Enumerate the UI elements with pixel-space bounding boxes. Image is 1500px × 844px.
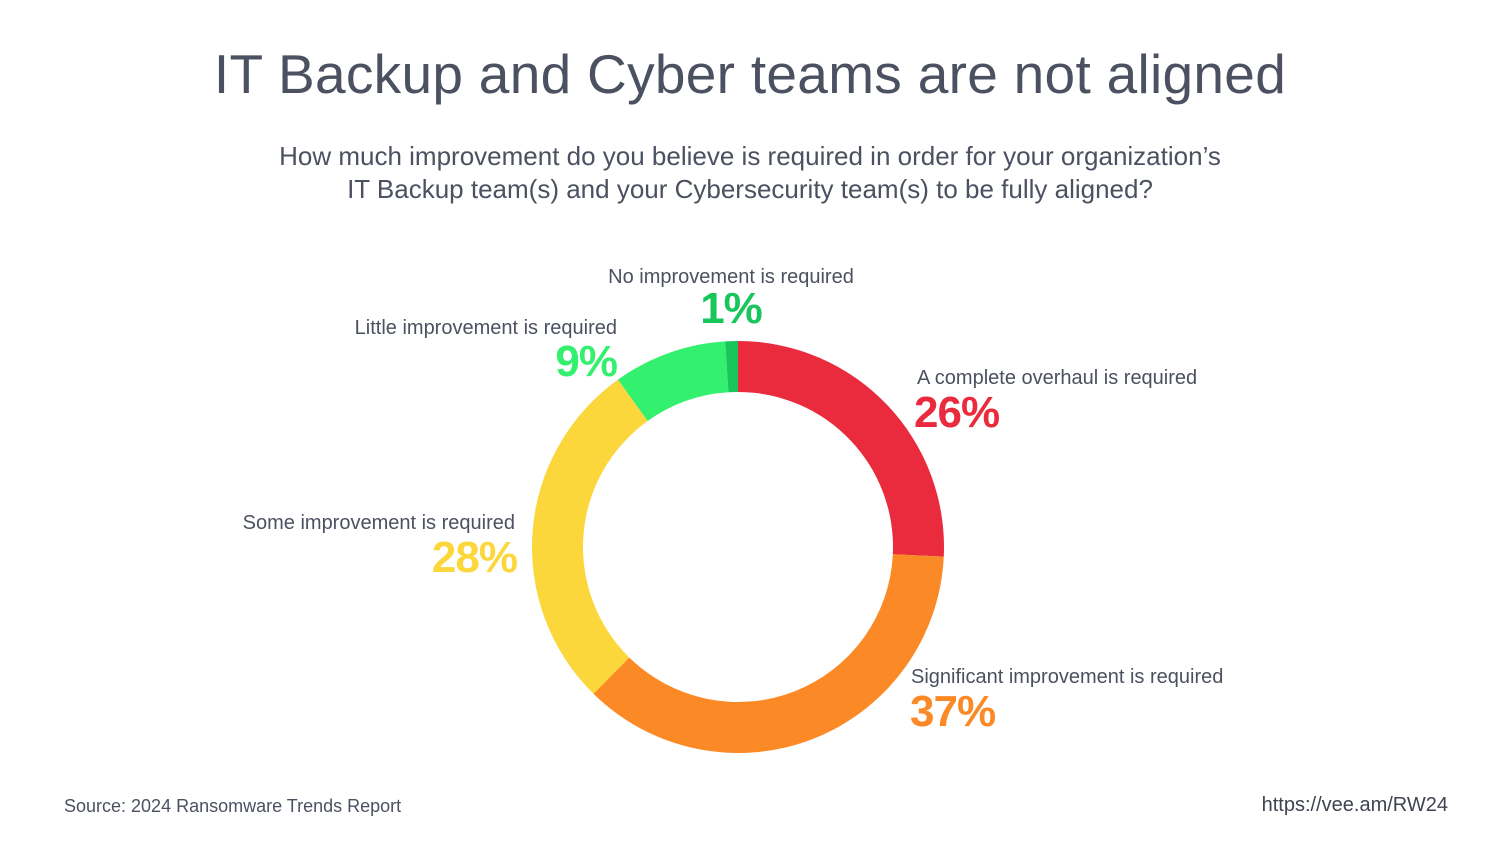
subtitle-line-1: How much improvement do you believe is r… (279, 141, 1221, 171)
slice-label-complete-overhaul: A complete overhaul is required (917, 367, 1198, 389)
donut-slice-no-improvement (725, 341, 738, 393)
slice-label-significant-improvement: Significant improvement is required (911, 666, 1224, 688)
donut-slice-some-improvement (531, 379, 648, 694)
chart-title: IT Backup and Cyber teams are not aligne… (213, 43, 1287, 105)
source-note: Source: 2024 Ransomware Trends Report (64, 796, 402, 816)
slice-value-significant-improvement: 37% (910, 687, 996, 736)
slice-value-complete-overhaul: 26% (914, 388, 1000, 437)
donut-slice-significant-improvement (593, 554, 944, 754)
donut-slices (531, 341, 945, 754)
donut-slice-complete-overhaul (738, 341, 945, 557)
slice-value-no-improvement: 1% (700, 284, 763, 333)
report-link[interactable]: https://vee.am/RW24 (1261, 794, 1448, 816)
slice-label-some-improvement: Some improvement is required (242, 512, 515, 534)
subtitle-line-2: IT Backup team(s) and your Cybersecurity… (347, 174, 1153, 204)
slice-value-little-improvement: 9% (555, 337, 618, 386)
donut-slice-little-improvement (617, 341, 729, 422)
chart-subtitle: How much improvement do you believe is r… (0, 140, 1500, 206)
slice-value-some-improvement: 28% (431, 533, 518, 582)
slice-label-no-improvement: No improvement is required (608, 266, 854, 288)
slice-label-little-improvement: Little improvement is required (354, 317, 617, 339)
